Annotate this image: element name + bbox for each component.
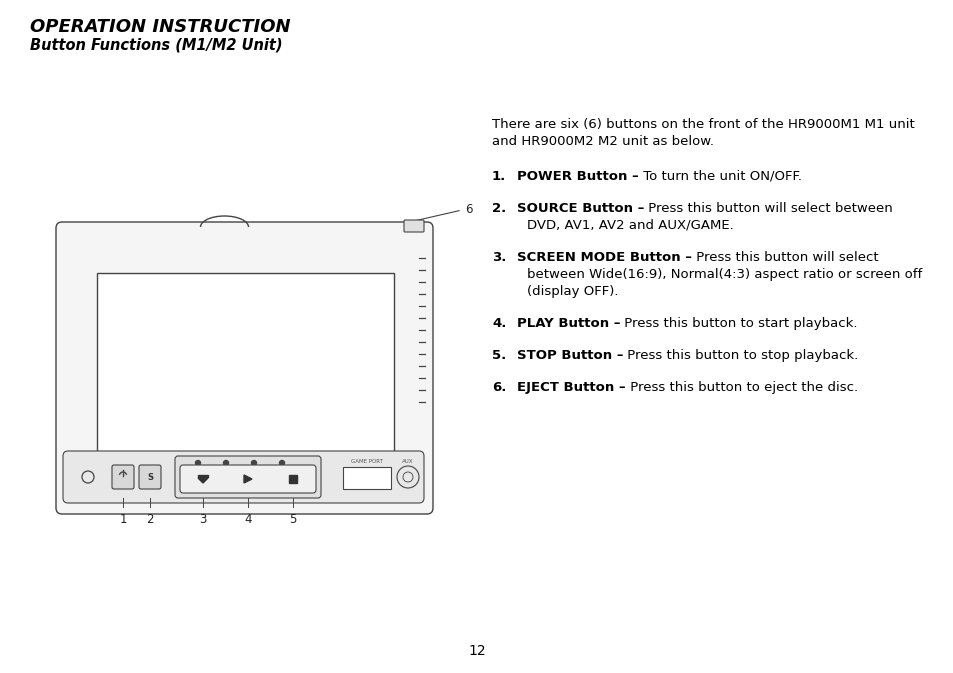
Text: GAME PORT: GAME PORT [351, 459, 382, 464]
FancyBboxPatch shape [56, 222, 433, 514]
Text: and HR9000M2 M2 unit as below.: and HR9000M2 M2 unit as below. [492, 135, 713, 148]
Text: STOP Button –: STOP Button – [517, 349, 623, 362]
Bar [198, 475, 208, 477]
Text: 4.: 4. [492, 317, 506, 330]
Text: 2.: 2. [492, 202, 506, 215]
Text: between Wide(16:9), Normal(4:3) aspect ratio or screen off: between Wide(16:9), Normal(4:3) aspect r… [526, 268, 922, 281]
Text: 3.: 3. [492, 251, 506, 264]
Polygon shape [198, 478, 208, 483]
Text: To turn the unit ON/OFF.: To turn the unit ON/OFF. [639, 170, 801, 183]
Circle shape [279, 460, 284, 466]
Text: DVD, AV1, AV2 and AUX/GAME.: DVD, AV1, AV2 and AUX/GAME. [526, 219, 733, 232]
Bar [343, 467, 391, 489]
Text: There are six (6) buttons on the front of the HR9000M1 M1 unit: There are six (6) buttons on the front o… [492, 118, 914, 131]
Text: 5: 5 [289, 513, 296, 526]
FancyBboxPatch shape [63, 451, 423, 503]
Text: Press this button will select: Press this button will select [691, 251, 878, 264]
Text: Press this button to start playback.: Press this button to start playback. [619, 317, 857, 330]
FancyBboxPatch shape [112, 465, 133, 489]
Text: 1: 1 [119, 513, 127, 526]
Text: 6: 6 [464, 203, 472, 217]
Text: Press this button to eject the disc.: Press this button to eject the disc. [625, 381, 857, 394]
Text: PLAY Button –: PLAY Button – [517, 317, 619, 330]
Text: (display OFF).: (display OFF). [526, 285, 618, 298]
Text: Press this button to stop playback.: Press this button to stop playback. [623, 349, 858, 362]
Polygon shape [244, 475, 252, 483]
FancyBboxPatch shape [180, 465, 315, 493]
Text: SOURCE Button –: SOURCE Button – [517, 202, 643, 215]
FancyBboxPatch shape [174, 456, 320, 498]
FancyBboxPatch shape [139, 465, 161, 489]
Text: 3: 3 [199, 513, 207, 526]
FancyBboxPatch shape [403, 220, 423, 232]
Text: Press this button will select between: Press this button will select between [643, 202, 892, 215]
Text: 12: 12 [468, 644, 485, 658]
Text: 1.: 1. [492, 170, 506, 183]
Text: EJECT Button –: EJECT Button – [517, 381, 625, 394]
Text: OPERATION INSTRUCTION: OPERATION INSTRUCTION [30, 18, 291, 36]
Text: S: S [147, 472, 152, 481]
Text: 2: 2 [146, 513, 153, 526]
Text: 6.: 6. [492, 381, 506, 394]
Text: 5.: 5. [492, 349, 506, 362]
Circle shape [252, 460, 256, 466]
Text: POWER Button –: POWER Button – [517, 170, 639, 183]
Bar [289, 475, 296, 483]
Text: SCREEN MODE Button –: SCREEN MODE Button – [517, 251, 691, 264]
Text: 4: 4 [244, 513, 252, 526]
Circle shape [223, 460, 229, 466]
Text: AUX: AUX [402, 459, 414, 464]
Bar [97, 273, 394, 453]
Circle shape [195, 460, 200, 466]
Text: Button Functions (M1/M2 Unit): Button Functions (M1/M2 Unit) [30, 38, 282, 53]
